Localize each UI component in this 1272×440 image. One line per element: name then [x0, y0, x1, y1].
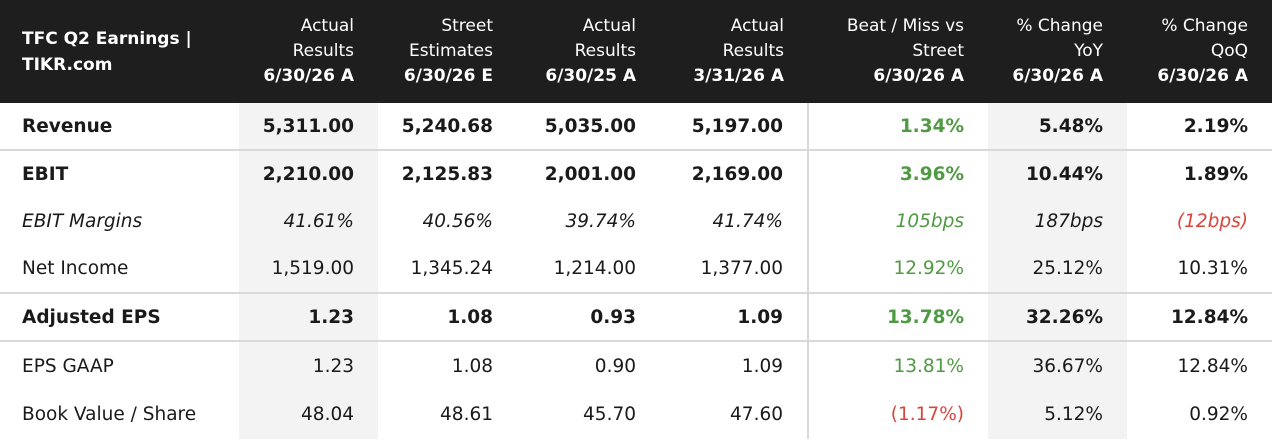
cell-qoq: 10.31% — [1177, 258, 1248, 279]
row-label: EBIT Margins — [22, 211, 143, 232]
cell-beat-miss: (1.17%) — [890, 404, 964, 425]
cell-prior-quarter: 1.09 — [660, 340, 809, 390]
cell-qoq: 12.84% — [1127, 292, 1272, 341]
column-header-line: QoQ — [1210, 41, 1248, 61]
cell-qoq: 0.92% — [1189, 404, 1248, 425]
column-header-date: 6/30/26 A — [1157, 66, 1248, 86]
column-header-actual-q2-25: Actual Results 6/30/25 A — [517, 0, 660, 103]
cell-estimate: 1.08 — [378, 292, 517, 341]
title-line-1: TFC Q2 Earnings | — [22, 28, 192, 49]
cell-beat-miss: 13.78% — [808, 292, 988, 341]
column-header-beat-miss: Beat / Miss vs Street 6/30/26 A — [808, 0, 988, 103]
cell-qoq: (12bps) — [1176, 211, 1248, 232]
column-header-line: Street — [441, 16, 493, 36]
row-label: Book Value / Share — [22, 404, 197, 425]
cell-actual: 5,311.00 — [239, 103, 378, 150]
row-label: EBIT — [0, 149, 239, 198]
cell-prior-quarter: 41.74% — [660, 198, 809, 245]
cell-qoq: 12.84% — [1127, 340, 1272, 390]
cell-yoy: 5.48% — [988, 103, 1127, 150]
table-row-book-value-per-share: Book Value / Share 48.04 48.61 45.70 47.… — [0, 390, 1272, 439]
table-row-ebit-margins: EBIT Margins 41.61% 40.56% 39.74% 41.74%… — [0, 198, 1272, 245]
column-header-date: 6/30/25 A — [545, 66, 636, 86]
row-label: EPS GAAP — [0, 340, 239, 390]
header-row: TFC Q2 Earnings | TIKR.com Actual Result… — [0, 0, 1272, 103]
cell-beat-miss: 105bps — [895, 211, 964, 232]
cell-qoq: 2.19% — [1183, 115, 1248, 137]
column-header-line: Results — [292, 41, 354, 61]
table-row-eps-gaap: EPS GAAP 1.23 1.08 0.90 1.09 13.81% 36.6… — [0, 340, 1272, 390]
cell-yoy: 5.12% — [988, 390, 1127, 439]
column-header-street-estimates: Street Estimates 6/30/26 E — [378, 0, 517, 103]
cell-estimate: 40.56% — [422, 211, 493, 232]
table-row-ebit: EBIT 2,210.00 2,125.83 2,001.00 2,169.00… — [0, 149, 1272, 198]
cell-estimate: 1.08 — [378, 340, 517, 390]
cell-yoy: 25.12% — [988, 245, 1127, 293]
cell-prior-year: 5,035.00 — [544, 115, 636, 137]
table-row-revenue: Revenue 5,311.00 5,240.68 5,035.00 5,197… — [0, 103, 1272, 150]
title-line-2: TIKR.com — [22, 54, 113, 75]
column-header-actual-q2-26: Actual Results 6/30/26 A — [239, 0, 378, 103]
cell-prior-year: 39.74% — [565, 211, 636, 232]
cell-prior-quarter: 1.09 — [660, 292, 809, 341]
cell-estimate: 1,345.24 — [410, 258, 493, 279]
cell-prior-year: 45.70 — [583, 404, 636, 425]
cell-actual: 2,210.00 — [239, 149, 378, 198]
row-label: Revenue — [22, 115, 113, 137]
column-header-line: % Change — [1161, 16, 1248, 36]
row-label: Adjusted EPS — [0, 292, 239, 341]
table-title: TFC Q2 Earnings | TIKR.com — [0, 0, 239, 103]
cell-prior-year: 2,001.00 — [517, 149, 660, 198]
cell-yoy: 32.26% — [988, 292, 1127, 341]
cell-yoy: 187bps — [988, 198, 1127, 245]
cell-beat-miss: 3.96% — [808, 149, 988, 198]
column-header-line: Actual — [300, 16, 354, 36]
cell-beat-miss: 12.92% — [893, 258, 964, 279]
cell-estimate: 48.61 — [440, 404, 493, 425]
cell-yoy: 36.67% — [988, 340, 1127, 390]
cell-prior-quarter: 1,377.00 — [660, 245, 809, 293]
column-header-date: 6/30/26 E — [403, 66, 493, 86]
cell-qoq: 1.89% — [1127, 149, 1272, 198]
column-header-actual-q1-26: Actual Results 3/31/26 A — [660, 0, 808, 103]
cell-beat-miss: 1.34% — [899, 115, 964, 137]
cell-prior-year: 0.90 — [517, 340, 660, 390]
cell-prior-quarter: 47.60 — [660, 390, 809, 439]
cell-prior-year: 0.93 — [517, 292, 660, 341]
cell-actual: 48.04 — [239, 390, 378, 439]
column-header-line: Results — [574, 41, 636, 61]
column-header-line: Street — [912, 41, 964, 61]
row-label: Net Income — [22, 258, 129, 279]
cell-prior-quarter: 5,197.00 — [660, 103, 809, 150]
cell-actual: 1.23 — [239, 340, 378, 390]
cell-estimate: 5,240.68 — [401, 115, 493, 137]
table-row-net-income: Net Income 1,519.00 1,345.24 1,214.00 1,… — [0, 245, 1272, 293]
table-row-adjusted-eps: Adjusted EPS 1.23 1.08 0.93 1.09 13.78% … — [0, 292, 1272, 341]
column-header-line: Estimates — [409, 41, 493, 61]
cell-prior-year: 1,214.00 — [553, 258, 636, 279]
column-header-line: Actual — [730, 16, 784, 36]
column-header-line: YoY — [1074, 41, 1103, 61]
column-header-change-yoy: % Change YoY 6/30/26 A — [988, 0, 1127, 103]
column-header-line: Actual — [582, 16, 636, 36]
cell-prior-quarter: 2,169.00 — [660, 149, 809, 198]
cell-beat-miss: 13.81% — [808, 340, 988, 390]
cell-actual: 41.61% — [239, 198, 378, 245]
cell-actual: 1,519.00 — [239, 245, 378, 293]
cell-yoy: 10.44% — [988, 149, 1127, 198]
column-header-date: 6/30/26 A — [873, 66, 964, 86]
column-header-date: 6/30/26 A — [263, 66, 354, 86]
column-header-date: 3/31/26 A — [693, 66, 784, 86]
column-header-change-qoq: % Change QoQ 6/30/26 A — [1127, 0, 1272, 103]
column-header-date: 6/30/26 A — [1012, 66, 1103, 86]
cell-estimate: 2,125.83 — [378, 149, 517, 198]
column-header-line: Results — [722, 41, 784, 61]
column-header-line: % Change — [1016, 16, 1103, 36]
cell-actual: 1.23 — [239, 292, 378, 341]
column-header-line: Beat / Miss vs — [846, 16, 964, 36]
